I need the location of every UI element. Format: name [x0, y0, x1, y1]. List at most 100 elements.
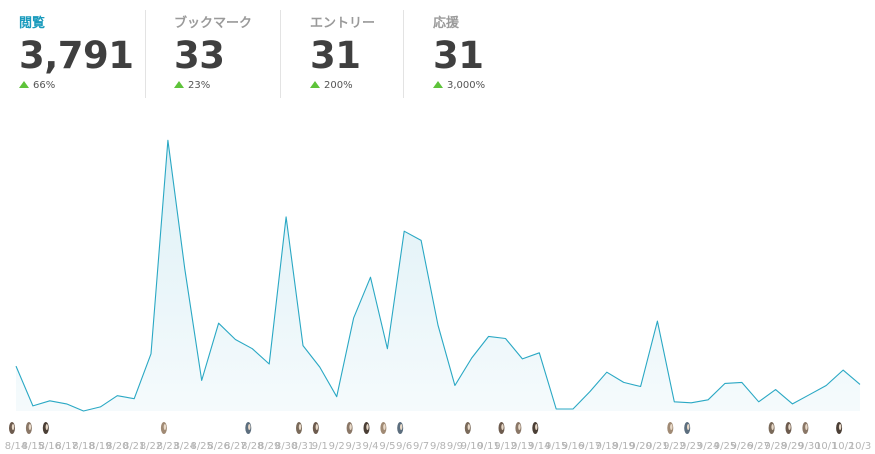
chart-point[interactable] [519, 356, 525, 362]
chart-point[interactable] [114, 393, 120, 399]
chart-point[interactable] [452, 383, 458, 389]
avatar-marker[interactable] [160, 422, 167, 434]
x-tick-label: 8/23 [157, 441, 179, 452]
chart-point[interactable] [334, 394, 340, 400]
chart-point[interactable] [266, 361, 272, 367]
chart-point[interactable] [705, 397, 711, 403]
chart-point[interactable] [64, 401, 70, 407]
x-tick-label: 8/24 [174, 441, 196, 452]
x-tick-label: 9/15 [545, 441, 567, 452]
chart-point[interactable] [739, 379, 745, 385]
chart-point[interactable] [654, 318, 660, 324]
stat-entries-change-text: 200% [324, 80, 353, 91]
chart-point[interactable] [148, 351, 154, 357]
stat-entries[interactable]: エントリー 31 200% [280, 10, 402, 98]
avatar-marker[interactable] [802, 422, 809, 434]
stat-views-change: 66% [19, 80, 55, 91]
x-tick-label: 9/7 [413, 441, 429, 452]
stat-views-label: 閲覧 [19, 16, 46, 31]
avatar-marker[interactable] [836, 422, 843, 434]
x-tick-label: 9/10 [461, 441, 483, 452]
chart-point[interactable] [418, 237, 424, 243]
x-tick-label: 8/14 [5, 441, 27, 452]
avatar-marker[interactable] [245, 422, 252, 434]
avatar-marker[interactable] [312, 422, 319, 434]
stat-bookmarks-change-text: 23% [188, 80, 211, 91]
chart-point[interactable] [857, 381, 863, 387]
avatar-marker[interactable] [515, 422, 522, 434]
chart-point[interactable] [232, 337, 238, 343]
avatar-marker[interactable] [363, 422, 370, 434]
chart-point[interactable] [806, 392, 812, 398]
avatar-marker[interactable] [684, 422, 691, 434]
chart-point[interactable] [30, 403, 36, 409]
stat-cheers-change: 3,000% [433, 80, 485, 91]
x-tick-label: 9/5 [379, 441, 395, 452]
stat-cheers[interactable]: 応援 31 3,000% [403, 10, 543, 98]
chart-point[interactable] [283, 214, 289, 220]
chart-point[interactable] [790, 401, 796, 407]
chart-point[interactable] [81, 408, 87, 414]
x-tick-label: 9/3 [346, 441, 362, 452]
up-triangle-icon [174, 81, 184, 88]
avatar-marker[interactable] [397, 422, 404, 434]
chart-point[interactable] [216, 320, 222, 326]
x-tick-label: 8/20 [106, 441, 128, 452]
avatar-marker[interactable] [380, 422, 387, 434]
x-tick-label: 8/27 [224, 441, 246, 452]
up-triangle-icon [19, 81, 29, 88]
chart-point[interactable] [840, 367, 846, 373]
chart-point[interactable] [300, 343, 306, 349]
chart-point[interactable] [553, 406, 559, 412]
chart-point[interactable] [351, 315, 357, 321]
chart-point[interactable] [249, 346, 255, 352]
chart-area-fill [16, 140, 860, 412]
chart-point[interactable] [368, 274, 374, 280]
avatar-marker[interactable] [498, 422, 505, 434]
stat-bookmarks[interactable]: ブックマーク 33 23% [145, 10, 279, 98]
chart-point[interactable] [47, 398, 53, 404]
chart-point[interactable] [587, 389, 593, 395]
chart-point[interactable] [671, 399, 677, 405]
chart-point[interactable] [182, 266, 188, 272]
avatar-marker[interactable] [296, 422, 302, 434]
chart-point[interactable] [688, 400, 694, 406]
chart-point[interactable] [317, 364, 323, 370]
avatar-marker[interactable] [42, 422, 49, 434]
x-tick-label: 9/22 [663, 441, 685, 452]
chart-point[interactable] [536, 350, 542, 356]
chart-point[interactable] [469, 355, 475, 361]
avatar-marker[interactable] [667, 422, 674, 434]
chart-point[interactable] [165, 137, 171, 143]
chart-point[interactable] [401, 228, 407, 234]
chart-point[interactable] [722, 380, 728, 386]
chart-point[interactable] [435, 322, 441, 328]
stat-views[interactable]: 閲覧 3,791 66% [19, 10, 144, 98]
avatar-marker[interactable] [9, 422, 15, 434]
avatar-marker[interactable] [532, 422, 539, 434]
chart-point[interactable] [199, 377, 205, 383]
avatar-marker[interactable] [346, 422, 353, 434]
avatar-marker[interactable] [768, 422, 775, 434]
chart-point[interactable] [97, 404, 103, 410]
x-tick-label: 8/18 [72, 441, 94, 452]
avatar-marker[interactable] [25, 422, 32, 434]
chart-point[interactable] [131, 396, 137, 402]
chart-point[interactable] [638, 384, 644, 390]
chart-point[interactable] [570, 406, 576, 412]
chart-point[interactable] [604, 369, 610, 375]
avatar-marker[interactable] [464, 422, 471, 434]
x-tick-label: 9/25 [714, 441, 736, 452]
chart-point[interactable] [503, 336, 509, 342]
chart-point[interactable] [621, 379, 627, 385]
avatar-marker[interactable] [785, 422, 792, 434]
x-tick-label: 9/13 [511, 441, 533, 452]
chart-point[interactable] [486, 333, 492, 339]
stat-bookmarks-value: 33 [174, 34, 225, 77]
x-tick-label: 8/29 [258, 441, 280, 452]
chart-point[interactable] [756, 399, 762, 405]
chart-point[interactable] [13, 363, 19, 369]
chart-point[interactable] [823, 383, 829, 389]
chart-point[interactable] [384, 346, 390, 352]
chart-point[interactable] [773, 387, 779, 393]
